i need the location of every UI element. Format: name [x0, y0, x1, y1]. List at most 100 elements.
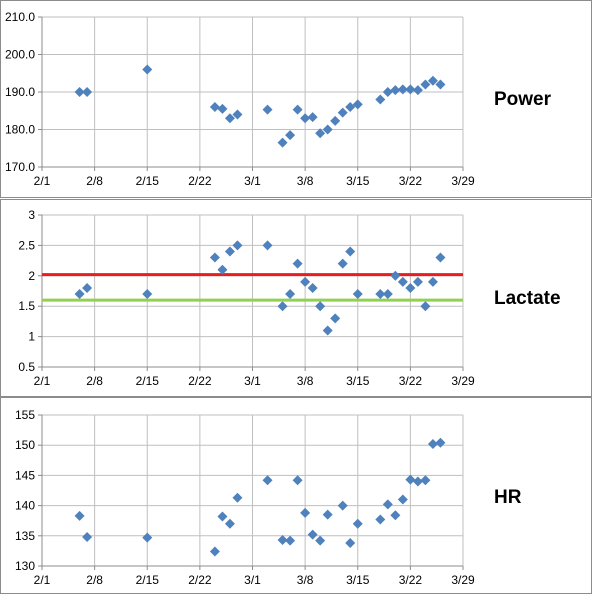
- hr-y-tick-label: 150: [15, 438, 35, 452]
- hr-chart-panel: 2/1 2/8 2/15 2/22 3/1 3/8 3/15 3/22 3/29 130 135 14…: [0, 397, 592, 594]
- lactate-y-tick-label: 1: [28, 330, 35, 344]
- power-x-tick-label: 2/8: [86, 174, 103, 188]
- lactate-x-tick-label: 3/8: [297, 374, 314, 388]
- hr-data-point: [435, 437, 446, 448]
- lactate-x-tick-label: 2/1: [34, 374, 51, 388]
- lactate-data-point: [330, 313, 341, 324]
- lactate-data-point: [217, 264, 228, 275]
- lactate-data-point: [405, 282, 416, 293]
- power-data-point: [277, 137, 288, 148]
- hr-data-point: [285, 535, 296, 546]
- hr-data-point: [142, 532, 153, 543]
- power-chart-title: Power: [494, 89, 552, 110]
- lactate-data-point: [352, 289, 363, 300]
- power-data-point: [375, 94, 386, 105]
- lactate-data-point: [337, 258, 348, 269]
- power-data-point: [232, 109, 243, 120]
- hr-x-tick-label: 3/15: [346, 573, 370, 587]
- lactate-data-point: [285, 289, 296, 300]
- hr-data-point: [390, 510, 401, 521]
- power-data-point: [382, 87, 393, 97]
- lactate-data-point: [315, 301, 326, 312]
- hr-x-tick-label: 3/22: [399, 573, 423, 587]
- lactate-data-point: [307, 282, 318, 293]
- lactate-y-tick-label: 2.5: [18, 238, 35, 252]
- lactate-x-tick-label: 3/15: [346, 374, 370, 388]
- power-data-point: [405, 84, 416, 95]
- lactate-x-tick-label: 2/8: [86, 374, 103, 388]
- hr-y-tick-label: 135: [15, 529, 35, 543]
- lactate-data-point: [322, 325, 333, 336]
- power-x-tick-label: 2/15: [136, 174, 160, 188]
- lactate-x-tick-label: 3/22: [399, 374, 423, 388]
- power-x-tick-label: 2/22: [188, 174, 212, 188]
- power-data-point: [292, 104, 303, 115]
- hr-data-point: [382, 499, 393, 510]
- power-data-point: [397, 84, 408, 95]
- lactate-data-point: [277, 301, 288, 312]
- hr-data-point: [345, 538, 356, 549]
- lactate-x-tick-label: 2/15: [136, 374, 160, 388]
- hr-x-tick-label: 3/8: [297, 573, 314, 587]
- hr-x-tick-label: 2/15: [136, 573, 160, 587]
- power-data-point: [390, 85, 401, 96]
- hr-data-point: [397, 494, 408, 505]
- hr-data-point: [209, 546, 220, 557]
- lactate-chart-svg: 2/1 2/8 2/15 2/22 3/1 3/8 3/15 3/22 3/29 0.5 1 1.5 2…: [18, 208, 561, 388]
- power-x-tick-label: 3/22: [399, 174, 423, 188]
- lactate-x-tick-label: 3/29: [451, 374, 475, 388]
- hr-y-tick-label: 145: [15, 468, 35, 482]
- hr-data-point: [277, 535, 288, 546]
- lactate-y-tick-label: 3: [28, 208, 35, 222]
- hr-data-point: [300, 507, 311, 518]
- hr-data-point: [322, 509, 333, 520]
- power-data-point: [345, 102, 356, 112]
- lactate-data-point: [345, 246, 356, 257]
- lactate-data-point: [420, 301, 431, 312]
- lactate-data-point: [74, 289, 85, 300]
- power-data-point: [142, 64, 153, 75]
- power-x-tick-label: 3/8: [297, 174, 314, 188]
- lactate-y-tick-label: 0.5: [18, 360, 35, 374]
- hr-y-tick-label: 140: [15, 499, 35, 513]
- lactate-data-point: [224, 246, 235, 257]
- lactate-data-point: [435, 252, 446, 263]
- power-data-point: [330, 115, 341, 126]
- hr-x-tick-label: 3/29: [451, 573, 475, 587]
- power-y-tick-label: 180.0: [5, 123, 35, 137]
- power-data-point: [322, 124, 333, 135]
- power-data-point: [307, 112, 318, 123]
- hr-x-tick-label: 3/1: [244, 573, 261, 587]
- power-x-tick-label: 2/1: [34, 174, 51, 188]
- lactate-data-point: [412, 276, 423, 287]
- power-data-point: [224, 113, 235, 124]
- hr-data-point: [405, 474, 416, 485]
- hr-data-point: [217, 511, 228, 522]
- hr-data-point: [337, 500, 348, 511]
- power-data-point: [352, 99, 363, 110]
- lactate-data-point: [397, 276, 408, 287]
- lactate-data-point: [375, 289, 386, 300]
- hr-x-tick-label: 2/8: [86, 573, 103, 587]
- power-y-tick-label: 190.0: [5, 85, 35, 99]
- lactate-data-point: [209, 252, 220, 263]
- power-data-point: [315, 128, 326, 139]
- power-data-point: [420, 79, 431, 90]
- hr-data-point: [420, 475, 431, 486]
- lactate-y-tick-label: 2: [28, 269, 35, 283]
- power-y-tick-label: 200.0: [5, 48, 35, 62]
- power-data-point: [209, 102, 220, 112]
- power-y-tick-label: 170.0: [5, 160, 35, 174]
- hr-data-point: [412, 476, 423, 487]
- power-data-point: [300, 113, 311, 124]
- hr-data-point: [427, 438, 438, 449]
- lactate-chart-title: Lactate: [494, 288, 561, 309]
- hr-x-tick-label: 2/22: [188, 573, 212, 587]
- power-data-point: [262, 104, 273, 115]
- power-x-tick-label: 3/15: [346, 174, 370, 188]
- hr-data-point: [232, 492, 243, 503]
- lactate-data-point: [262, 240, 273, 251]
- hr-chart-title: HR: [494, 487, 522, 508]
- power-chart-panel: 2/1 2/8 2/15 2/22 3/1 3/8 3/15 3/22 3/29 170.0 180…: [0, 0, 592, 198]
- lactate-data-point: [292, 258, 303, 269]
